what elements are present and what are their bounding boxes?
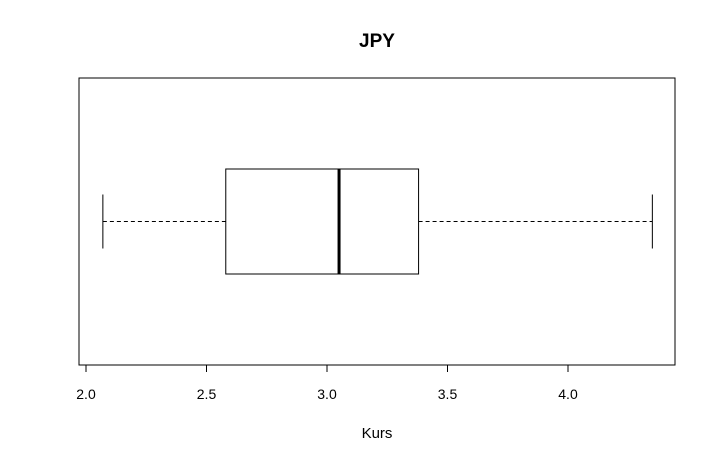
x-tick-label: 2.5 (197, 386, 217, 402)
x-tick-label: 3.5 (438, 386, 458, 402)
x-tick-label: 3.0 (317, 386, 337, 402)
iqr-box (225, 168, 420, 275)
x-tick-label: 4.0 (558, 386, 578, 402)
x-axis-label: Kurs (362, 425, 393, 442)
chart-title: JPY (359, 31, 395, 52)
x-tick-label: 2.0 (76, 386, 96, 402)
